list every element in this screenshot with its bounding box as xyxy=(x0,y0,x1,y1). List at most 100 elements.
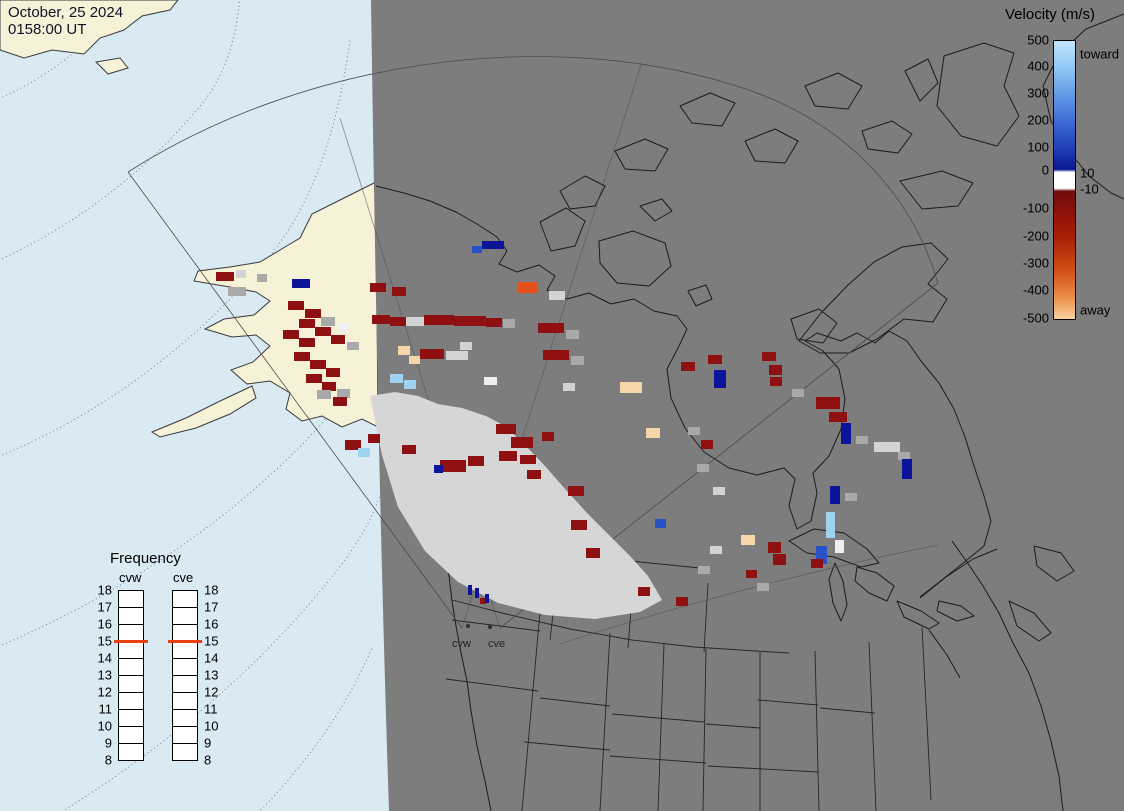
radar-cell xyxy=(830,486,840,504)
frequency-box xyxy=(118,692,144,710)
radar-cell xyxy=(811,559,823,568)
velocity-tick-label: -500 xyxy=(1022,310,1049,326)
radar-cell xyxy=(713,487,725,495)
radar-cell xyxy=(676,597,688,606)
radar-cell xyxy=(434,465,443,473)
radar-cell xyxy=(484,377,497,385)
radar-cell xyxy=(482,241,504,249)
radar-cell xyxy=(710,546,722,554)
radar-cell xyxy=(398,346,410,355)
radar-cell xyxy=(792,389,804,397)
radar-cell xyxy=(688,427,700,435)
radar-cell xyxy=(475,588,479,598)
velocity-side-label: away xyxy=(1080,302,1111,318)
frequency-legend: Frequency cvw cve 18 17 16 15 14 13 12 11 10 9 8 1… xyxy=(88,550,238,800)
radar-cell xyxy=(856,436,868,444)
radar-cell xyxy=(358,448,370,457)
frequency-scale-left: 18 17 16 15 14 13 12 11 10 9 8 xyxy=(88,583,114,790)
radar-cell xyxy=(520,455,536,464)
velocity-side-label: -10 xyxy=(1080,181,1099,197)
radar-cell xyxy=(468,456,484,466)
timestamp-time: 0158:00 UT xyxy=(8,21,87,39)
radar-cell xyxy=(420,349,444,359)
frequency-box xyxy=(118,641,144,659)
radar-cell xyxy=(757,583,769,591)
land-chukotka xyxy=(0,0,179,59)
velocity-tick-label: -100 xyxy=(1022,200,1049,216)
velocity-colorbar xyxy=(1053,40,1076,320)
radar-cell xyxy=(485,594,489,603)
radar-cell xyxy=(288,301,304,310)
frequency-tick-label: 11 xyxy=(204,701,218,717)
radar-cell xyxy=(902,459,912,479)
radar-cell xyxy=(768,542,781,553)
land-island xyxy=(94,57,129,75)
radar-cell xyxy=(370,283,386,292)
radar-cell xyxy=(816,397,840,409)
ground-scatter-region xyxy=(370,392,662,619)
radar-cell xyxy=(542,432,554,441)
frequency-box xyxy=(172,658,198,676)
radar-cell xyxy=(345,440,361,450)
frequency-tick-label: 18 xyxy=(97,582,112,598)
radar-cell xyxy=(698,566,710,574)
radar-cell xyxy=(468,585,472,595)
radar-cell xyxy=(322,382,336,391)
radar-cell xyxy=(681,362,695,371)
frequency-tick-label: 14 xyxy=(97,650,112,666)
radar-cell xyxy=(486,318,502,327)
radar-cells-layer xyxy=(216,241,912,606)
radar-cell xyxy=(321,317,335,326)
radar-cell xyxy=(697,464,709,472)
radar-cell xyxy=(315,327,331,336)
radar-cell xyxy=(563,383,575,391)
frequency-tick-label: 15 xyxy=(204,633,219,649)
radar-cell xyxy=(368,434,380,443)
radar-cell xyxy=(390,317,406,326)
velocity-legend-title: Velocity (m/s) xyxy=(1005,6,1096,23)
radar-cell xyxy=(337,323,349,331)
radar-cell xyxy=(571,520,587,530)
radar-cell xyxy=(292,279,310,288)
frequency-tick-label: 11 xyxy=(98,701,113,717)
radar-cell xyxy=(480,598,486,604)
radar-cell xyxy=(845,493,857,501)
radar-cell xyxy=(874,442,900,452)
radar-cell xyxy=(404,380,416,389)
velocity-tick-label: 200 xyxy=(1027,112,1049,128)
radar-cell xyxy=(620,382,642,393)
radar-cell xyxy=(306,374,322,383)
frequency-tick-label: 9 xyxy=(204,735,212,751)
radar-cell xyxy=(568,486,584,496)
frequency-box xyxy=(172,590,198,608)
frequency-box xyxy=(172,607,198,625)
frequency-tick-label: 12 xyxy=(204,684,219,700)
frequency-tick-label: 10 xyxy=(97,718,112,734)
radar-cell xyxy=(549,291,565,300)
velocity-side-label: 10 xyxy=(1080,165,1095,181)
radar-site-label-cvw: cvw xyxy=(452,638,471,650)
radar-cell xyxy=(829,412,847,422)
frequency-legend-title: Frequency xyxy=(110,550,181,567)
frequency-tick-label: 14 xyxy=(204,650,219,666)
radar-cell xyxy=(655,519,666,528)
frequency-tick-label: 8 xyxy=(204,752,212,768)
dayside-land xyxy=(0,0,379,438)
frequency-box xyxy=(172,675,198,693)
frequency-box xyxy=(118,607,144,625)
land-alaska-peninsula xyxy=(150,385,257,438)
frequency-box xyxy=(118,675,144,693)
radar-cell xyxy=(326,368,340,377)
frequency-tick-label: 15 xyxy=(97,633,112,649)
radar-cell xyxy=(527,470,541,479)
radar-cell xyxy=(372,315,390,324)
velocity-tick-label: 100 xyxy=(1027,139,1049,155)
radar-cell xyxy=(762,352,776,361)
radar-cell xyxy=(773,554,786,565)
radar-cell xyxy=(746,570,757,578)
frequency-box xyxy=(118,709,144,727)
radar-cell xyxy=(571,356,584,365)
timestamp: October, 25 2024 0158:00 UT xyxy=(8,4,123,39)
radar-cell xyxy=(299,319,315,328)
radar-cell xyxy=(392,287,406,296)
